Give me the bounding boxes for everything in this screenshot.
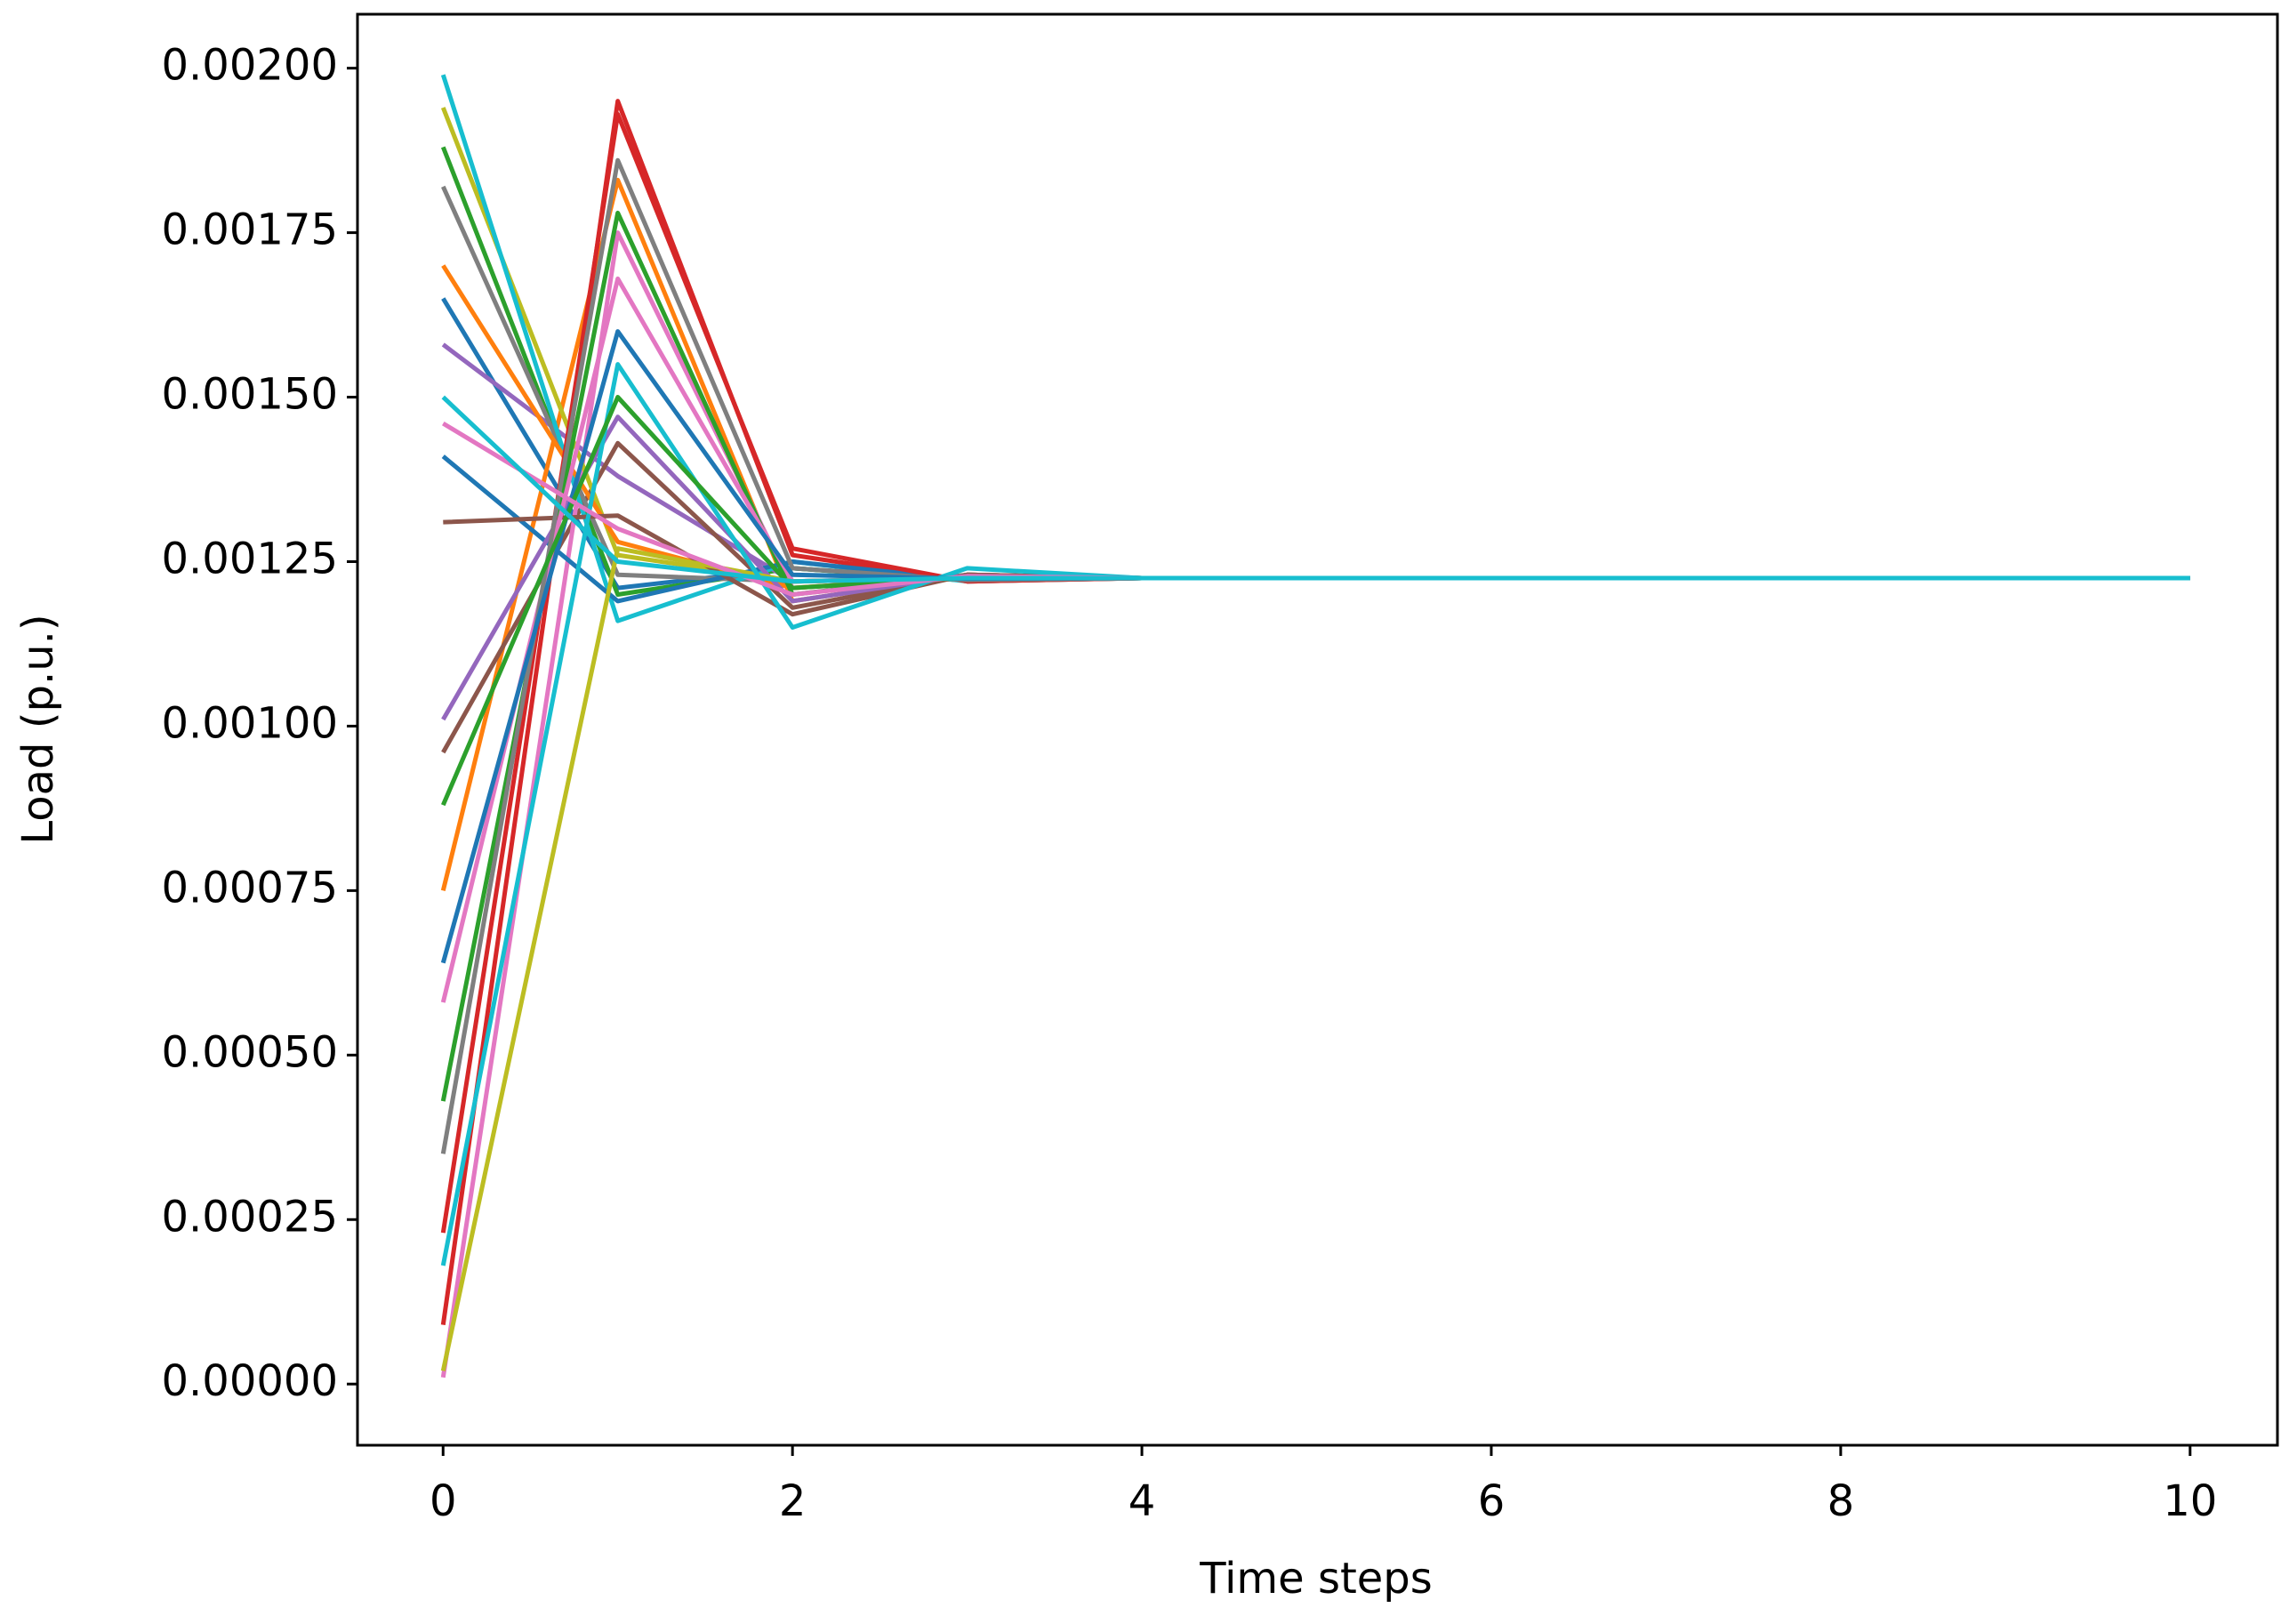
plot-frame (356, 12, 2279, 1447)
y-axis-label: Load (p.u.) (13, 614, 63, 844)
x-tick-label: 2 (779, 1476, 807, 1526)
x-tick-label: 8 (1827, 1476, 1855, 1526)
y-tick-label: 0.00000 (162, 1356, 339, 1406)
series-line (440, 99, 2190, 1325)
x-tick-label: 6 (1478, 1476, 1506, 1526)
series-line (441, 342, 2190, 584)
y-tick-label: 0.00100 (162, 698, 339, 748)
series-line (441, 395, 2190, 807)
y-tick-label: 0.00075 (162, 863, 339, 912)
x-tick-label: 0 (430, 1476, 457, 1526)
y-tick-label: 0.00150 (162, 370, 339, 420)
series-line (440, 546, 2190, 1371)
y-tick-label: 0.00125 (162, 534, 339, 583)
series-line (441, 395, 2190, 584)
y-tick-label: 0.00200 (162, 41, 339, 91)
series-line (440, 210, 2190, 1102)
y-tick-label: 0.00175 (162, 205, 339, 255)
series-line (440, 111, 2190, 1234)
y-tick-label: 0.00050 (162, 1027, 339, 1077)
x-axis-label: Time steps (1199, 1554, 1433, 1604)
series-line (440, 157, 2190, 1154)
series-line (441, 297, 2190, 591)
series-line (441, 185, 2190, 584)
x-tick-label: 10 (2163, 1476, 2217, 1526)
series-line (440, 74, 2190, 623)
series-line (440, 177, 2190, 891)
x-tick-label: 4 (1128, 1476, 1156, 1526)
y-tick-label: 0.00025 (162, 1192, 339, 1242)
series-line (440, 362, 2190, 1266)
